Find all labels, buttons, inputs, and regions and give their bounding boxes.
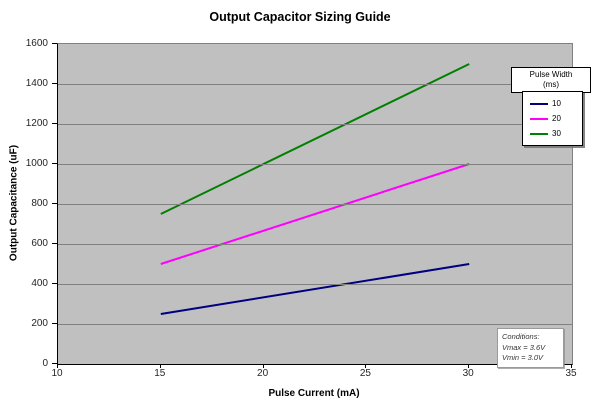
- x-tick-label: 35: [565, 368, 577, 379]
- y-tick-label: 200: [31, 318, 48, 329]
- legend-entry-label: 30: [552, 128, 561, 138]
- x-tick-label: 25: [359, 368, 371, 379]
- y-tick-mark: [52, 123, 57, 124]
- x-tick-mark: [159, 364, 161, 368]
- x-tick-label: 20: [257, 368, 269, 379]
- legend-entry: 20: [530, 111, 582, 126]
- legend-title-line2: (ms): [543, 80, 559, 89]
- y-tick-mark: [52, 163, 57, 164]
- legend-swatch: [530, 102, 548, 105]
- legend-entry-label: 10: [552, 98, 561, 108]
- gridline-1200: [58, 124, 572, 125]
- gridline-200: [58, 324, 572, 325]
- x-tick-label: 15: [154, 368, 166, 379]
- legend-title-line1: Pulse Width: [529, 70, 573, 79]
- gridline-1000: [58, 164, 572, 165]
- x-tick-label: 10: [51, 368, 63, 379]
- x-tick-mark: [262, 364, 264, 368]
- plot-area: [57, 43, 573, 365]
- series-line-20: [160, 163, 470, 265]
- gridline-800: [58, 204, 572, 205]
- legend-entry-label: 20: [552, 113, 561, 123]
- y-tick-mark: [52, 83, 57, 84]
- y-tick-label: 1400: [25, 78, 48, 89]
- y-tick-mark: [52, 43, 57, 44]
- x-tick-mark: [468, 364, 470, 368]
- legend-swatch: [530, 117, 548, 120]
- conditions-line: Vmax = 3.6V: [502, 342, 546, 352]
- x-axis-title: Pulse Current (mA): [268, 388, 360, 399]
- legend-entry: 10: [530, 96, 582, 111]
- y-tick-mark: [52, 363, 57, 364]
- legend-entry: 30: [530, 126, 582, 141]
- y-tick-label: 0: [42, 358, 48, 369]
- conditions-line: Vmin = 3.0V: [502, 353, 544, 362]
- x-tick-mark: [57, 364, 58, 368]
- conditions-box: Conditions: Vmax = 3.6V Vmin = 3.0V: [497, 328, 564, 368]
- y-tick-label: 400: [31, 278, 48, 289]
- y-tick-label: 800: [31, 198, 48, 209]
- y-tick-label: 600: [31, 238, 48, 249]
- x-tick-label: 30: [462, 368, 474, 379]
- y-tick-mark: [52, 243, 57, 244]
- series-line-30: [160, 63, 470, 215]
- gridline-1400: [58, 84, 572, 85]
- y-tick-mark: [52, 323, 57, 324]
- y-tick-mark: [52, 203, 57, 204]
- legend-title: Pulse Width (ms): [511, 67, 591, 93]
- gridline-400: [58, 284, 572, 285]
- series-line-10: [160, 263, 470, 315]
- legend-swatch: [530, 132, 548, 135]
- series-lines: [160, 63, 470, 315]
- chart-title: Output Capacitor Sizing Guide: [209, 10, 391, 24]
- x-tick-mark: [365, 364, 367, 368]
- y-tick-label: 1600: [25, 38, 48, 49]
- x-tick-mark: [571, 364, 572, 368]
- y-tick-mark: [52, 283, 57, 284]
- y-tick-label: 1200: [25, 118, 48, 129]
- gridline-600: [58, 244, 572, 245]
- conditions-line: Conditions:: [502, 332, 540, 341]
- y-tick-label: 1000: [25, 158, 48, 169]
- legend-entries: 10 20 30: [522, 91, 583, 146]
